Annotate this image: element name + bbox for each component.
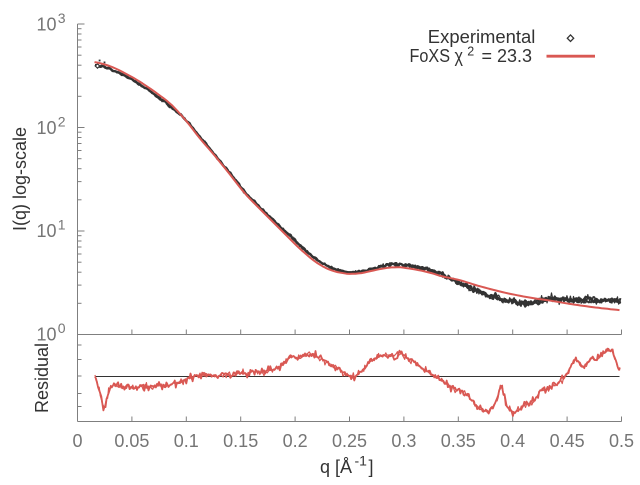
svg-text:Experimental: Experimental bbox=[428, 27, 536, 47]
svg-text:0.15: 0.15 bbox=[223, 431, 258, 451]
svg-text:-1: -1 bbox=[355, 453, 368, 469]
svg-text:10: 10 bbox=[36, 118, 56, 138]
svg-text:0.25: 0.25 bbox=[332, 431, 367, 451]
svg-text:Residual: Residual bbox=[32, 343, 52, 413]
svg-text:1: 1 bbox=[58, 217, 66, 233]
svg-text:2: 2 bbox=[467, 45, 474, 59]
svg-text:3: 3 bbox=[58, 10, 66, 26]
svg-text:0.45: 0.45 bbox=[550, 431, 585, 451]
svg-text:= 23.3: = 23.3 bbox=[482, 46, 533, 66]
svg-text:0: 0 bbox=[58, 320, 66, 336]
svg-text:2: 2 bbox=[58, 113, 66, 129]
svg-text:10: 10 bbox=[36, 221, 56, 241]
svg-text:0.3: 0.3 bbox=[391, 431, 416, 451]
svg-text:q [Å: q [Å bbox=[320, 457, 352, 477]
svg-text:FoXS χ: FoXS χ bbox=[410, 46, 464, 66]
svg-text:10: 10 bbox=[36, 15, 56, 35]
svg-text:0.1: 0.1 bbox=[174, 431, 199, 451]
svg-text:0: 0 bbox=[72, 431, 82, 451]
svg-text:]: ] bbox=[369, 457, 374, 477]
svg-text:0.4: 0.4 bbox=[500, 431, 525, 451]
svg-text:0.05: 0.05 bbox=[114, 431, 149, 451]
svg-text:0.35: 0.35 bbox=[441, 431, 476, 451]
svg-text:I(q) log-scale: I(q) log-scale bbox=[10, 127, 30, 231]
svg-text:0.2: 0.2 bbox=[283, 431, 308, 451]
svg-text:0.5: 0.5 bbox=[609, 431, 634, 451]
svg-text:10: 10 bbox=[36, 325, 56, 345]
